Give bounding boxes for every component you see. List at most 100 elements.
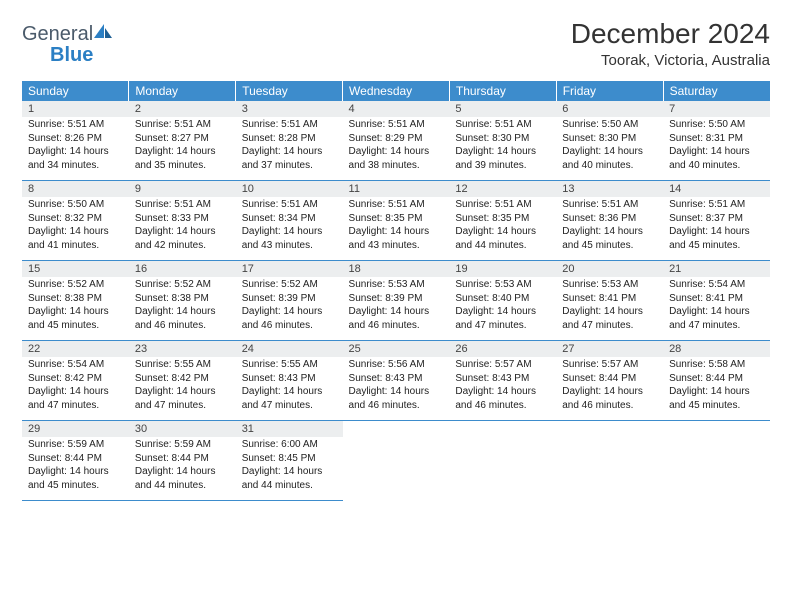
day-content-cell: Sunrise: 5:50 AMSunset: 8:30 PMDaylight:…	[556, 117, 663, 181]
day-content-cell: Sunrise: 5:54 AMSunset: 8:42 PMDaylight:…	[22, 357, 129, 421]
calendar-page: General Blue December 2024 Toorak, Victo…	[0, 0, 792, 501]
day-content-cell	[343, 437, 450, 501]
day-content-cell: Sunrise: 5:57 AMSunset: 8:44 PMDaylight:…	[556, 357, 663, 421]
day-number-cell: 2	[129, 101, 236, 117]
day-number-row: 891011121314	[22, 181, 770, 198]
day-number-cell: 16	[129, 261, 236, 278]
day-content-row: Sunrise: 5:52 AMSunset: 8:38 PMDaylight:…	[22, 277, 770, 341]
day-number-cell: 18	[343, 261, 450, 278]
day-number-cell: 11	[343, 181, 450, 198]
day-number-cell: 23	[129, 341, 236, 358]
day-number-row: 1234567	[22, 101, 770, 117]
day-content-row: Sunrise: 5:50 AMSunset: 8:32 PMDaylight:…	[22, 197, 770, 261]
weekday-header: Tuesday	[236, 81, 343, 101]
day-content-cell: Sunrise: 5:53 AMSunset: 8:40 PMDaylight:…	[449, 277, 556, 341]
day-content-cell: Sunrise: 5:52 AMSunset: 8:38 PMDaylight:…	[129, 277, 236, 341]
weekday-header: Saturday	[663, 81, 770, 101]
weekday-header: Monday	[129, 81, 236, 101]
day-content-cell: Sunrise: 5:50 AMSunset: 8:31 PMDaylight:…	[663, 117, 770, 181]
day-content-cell: Sunrise: 5:52 AMSunset: 8:39 PMDaylight:…	[236, 277, 343, 341]
day-number-cell	[449, 421, 556, 438]
day-content-cell: Sunrise: 5:51 AMSunset: 8:37 PMDaylight:…	[663, 197, 770, 261]
day-number-cell: 31	[236, 421, 343, 438]
day-content-cell: Sunrise: 5:56 AMSunset: 8:43 PMDaylight:…	[343, 357, 450, 421]
day-content-cell: Sunrise: 5:51 AMSunset: 8:35 PMDaylight:…	[343, 197, 450, 261]
day-number-cell: 24	[236, 341, 343, 358]
weekday-header: Friday	[556, 81, 663, 101]
day-number-row: 15161718192021	[22, 261, 770, 278]
day-number-cell: 21	[663, 261, 770, 278]
day-content-cell: Sunrise: 5:52 AMSunset: 8:38 PMDaylight:…	[22, 277, 129, 341]
day-content-cell: Sunrise: 5:55 AMSunset: 8:43 PMDaylight:…	[236, 357, 343, 421]
day-number-cell: 6	[556, 101, 663, 117]
day-content-cell: Sunrise: 5:59 AMSunset: 8:44 PMDaylight:…	[129, 437, 236, 501]
day-content-cell: Sunrise: 5:51 AMSunset: 8:29 PMDaylight:…	[343, 117, 450, 181]
day-number-cell: 8	[22, 181, 129, 198]
header: General Blue December 2024 Toorak, Victo…	[22, 18, 770, 69]
logo-text: General Blue	[22, 24, 112, 66]
day-number-cell: 25	[343, 341, 450, 358]
day-content-row: Sunrise: 5:59 AMSunset: 8:44 PMDaylight:…	[22, 437, 770, 501]
day-content-cell: Sunrise: 5:55 AMSunset: 8:42 PMDaylight:…	[129, 357, 236, 421]
weekday-header: Wednesday	[343, 81, 450, 101]
day-number-cell: 1	[22, 101, 129, 117]
logo: General Blue	[22, 24, 112, 66]
day-number-cell: 9	[129, 181, 236, 198]
day-number-cell: 7	[663, 101, 770, 117]
day-content-cell: Sunrise: 5:53 AMSunset: 8:39 PMDaylight:…	[343, 277, 450, 341]
day-content-cell: Sunrise: 5:51 AMSunset: 8:36 PMDaylight:…	[556, 197, 663, 261]
day-number-cell	[556, 421, 663, 438]
day-content-cell: Sunrise: 5:53 AMSunset: 8:41 PMDaylight:…	[556, 277, 663, 341]
day-content-cell: Sunrise: 5:51 AMSunset: 8:27 PMDaylight:…	[129, 117, 236, 181]
day-content-cell: Sunrise: 5:59 AMSunset: 8:44 PMDaylight:…	[22, 437, 129, 501]
day-number-cell: 17	[236, 261, 343, 278]
day-number-cell: 12	[449, 181, 556, 198]
day-content-row: Sunrise: 5:54 AMSunset: 8:42 PMDaylight:…	[22, 357, 770, 421]
logo-word-2: Blue	[50, 44, 93, 66]
day-content-cell: Sunrise: 5:51 AMSunset: 8:33 PMDaylight:…	[129, 197, 236, 261]
day-content-cell: Sunrise: 5:51 AMSunset: 8:34 PMDaylight:…	[236, 197, 343, 261]
day-content-cell: Sunrise: 6:00 AMSunset: 8:45 PMDaylight:…	[236, 437, 343, 501]
day-content-cell: Sunrise: 5:51 AMSunset: 8:28 PMDaylight:…	[236, 117, 343, 181]
logo-word-1: General	[22, 23, 93, 45]
day-number-cell: 20	[556, 261, 663, 278]
day-number-cell	[343, 421, 450, 438]
day-number-cell: 22	[22, 341, 129, 358]
day-number-cell: 13	[556, 181, 663, 198]
day-content-cell: Sunrise: 5:57 AMSunset: 8:43 PMDaylight:…	[449, 357, 556, 421]
day-number-cell: 15	[22, 261, 129, 278]
day-number-cell: 3	[236, 101, 343, 117]
day-number-cell: 30	[129, 421, 236, 438]
day-number-cell: 26	[449, 341, 556, 358]
day-number-cell	[663, 421, 770, 438]
day-number-row: 22232425262728	[22, 341, 770, 358]
day-content-cell	[663, 437, 770, 501]
day-content-cell: Sunrise: 5:58 AMSunset: 8:44 PMDaylight:…	[663, 357, 770, 421]
calendar-table: SundayMondayTuesdayWednesdayThursdayFrid…	[22, 81, 770, 501]
location: Toorak, Victoria, Australia	[571, 52, 770, 69]
day-content-cell: Sunrise: 5:54 AMSunset: 8:41 PMDaylight:…	[663, 277, 770, 341]
day-number-cell: 29	[22, 421, 129, 438]
day-content-cell	[556, 437, 663, 501]
month-title: December 2024	[571, 18, 770, 50]
weekday-header: Sunday	[22, 81, 129, 101]
weekday-header: Thursday	[449, 81, 556, 101]
day-number-cell: 10	[236, 181, 343, 198]
calendar-body: 1234567Sunrise: 5:51 AMSunset: 8:26 PMDa…	[22, 101, 770, 501]
day-content-row: Sunrise: 5:51 AMSunset: 8:26 PMDaylight:…	[22, 117, 770, 181]
day-content-cell: Sunrise: 5:50 AMSunset: 8:32 PMDaylight:…	[22, 197, 129, 261]
day-content-cell	[449, 437, 556, 501]
day-content-cell: Sunrise: 5:51 AMSunset: 8:35 PMDaylight:…	[449, 197, 556, 261]
logo-sail-icon	[94, 24, 112, 43]
day-number-cell: 14	[663, 181, 770, 198]
title-block: December 2024 Toorak, Victoria, Australi…	[571, 18, 770, 69]
day-number-cell: 4	[343, 101, 450, 117]
day-number-cell: 28	[663, 341, 770, 358]
day-number-cell: 19	[449, 261, 556, 278]
day-content-cell: Sunrise: 5:51 AMSunset: 8:26 PMDaylight:…	[22, 117, 129, 181]
day-number-cell: 5	[449, 101, 556, 117]
day-content-cell: Sunrise: 5:51 AMSunset: 8:30 PMDaylight:…	[449, 117, 556, 181]
day-number-row: 293031	[22, 421, 770, 438]
weekday-header-row: SundayMondayTuesdayWednesdayThursdayFrid…	[22, 81, 770, 101]
day-number-cell: 27	[556, 341, 663, 358]
